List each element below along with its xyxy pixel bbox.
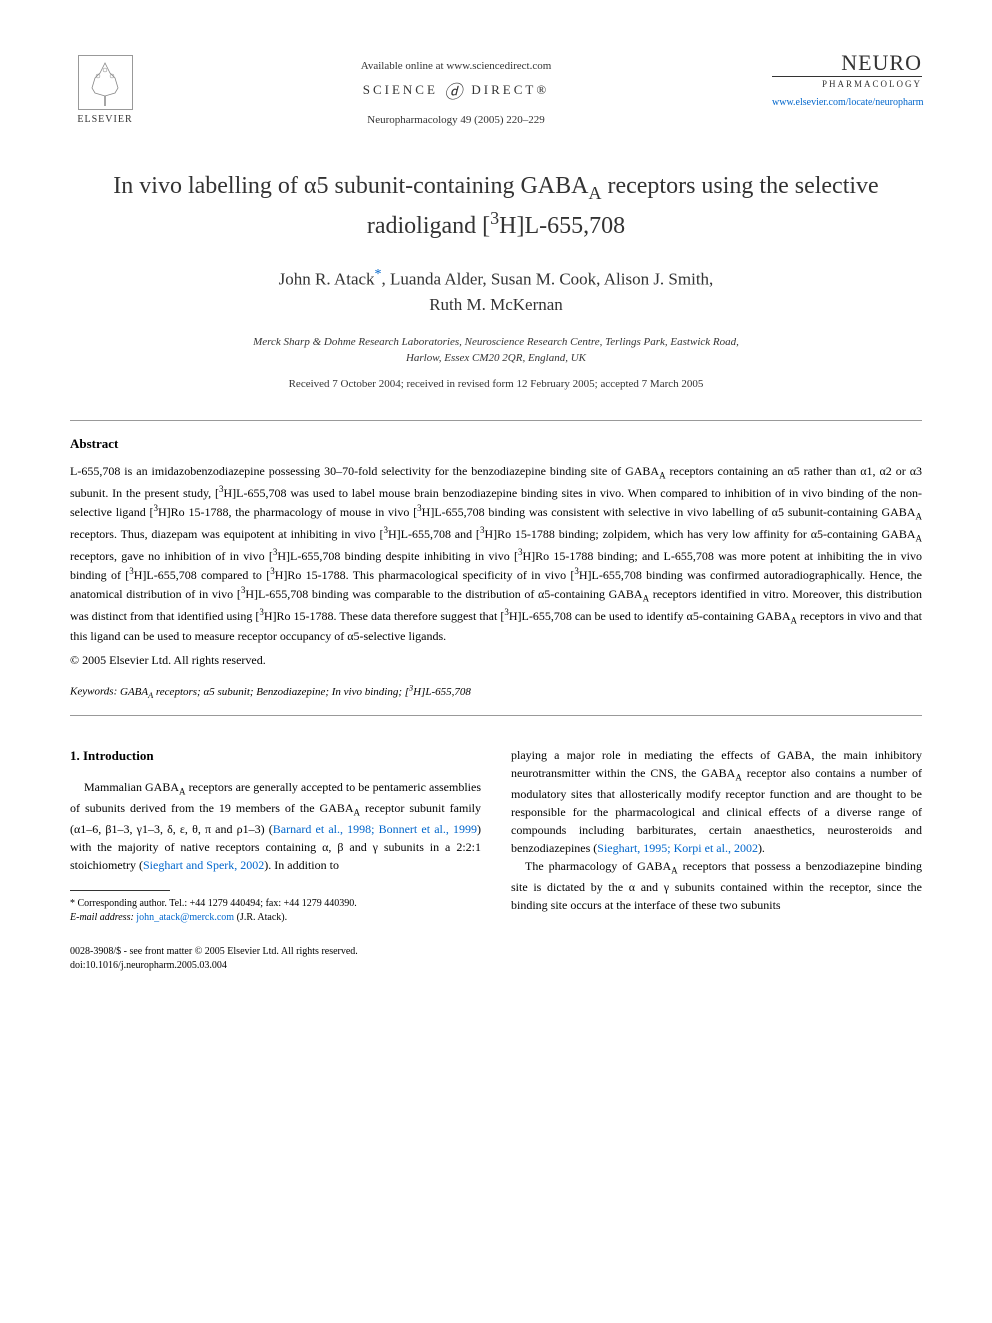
footer-line2: doi:10.1016/j.neuropharm.2005.03.004 [70,959,481,973]
email-link[interactable]: john_atack@merck.com [136,912,234,923]
authors-block: John R. Atack*, Luanda Alder, Susan M. C… [70,264,922,318]
available-online-text: Available online at www.sciencedirect.co… [140,60,772,72]
elsevier-logo: ELSEVIER [70,50,140,130]
journal-url-link[interactable]: www.elsevier.com/locate/neuropharm [772,97,922,108]
affiliation-line1: Merck Sharp & Dohme Research Laboratorie… [253,336,739,348]
journal-reference: Neuropharmacology 49 (2005) 220–229 [140,114,772,126]
article-dates: Received 7 October 2004; received in rev… [70,378,922,390]
keywords-values: GABAA receptors; α5 subunit; Benzodiazep… [120,686,471,698]
email-suffix: (J.R. Atack). [237,912,288,923]
authors-rest-line1: , Luanda Alder, Susan M. Cook, Alison J.… [382,269,714,288]
intro-paragraph-left: Mammalian GABAA receptors are generally … [70,778,481,874]
keywords-label: Keywords: [70,686,117,698]
footer-line1: 0028-3908/$ - see front matter © 2005 El… [70,945,481,959]
copyright-line: © 2005 Elsevier Ltd. All rights reserved… [70,653,922,668]
elsevier-label: ELSEVIER [77,114,132,125]
abstract-body: L-655,708 is an imidazobenzodiazepine po… [70,462,922,645]
email-footnote: E-mail address: john_atack@merck.com (J.… [70,911,481,925]
email-label: E-mail address: [70,912,134,923]
affiliation: Merck Sharp & Dohme Research Laboratorie… [70,335,922,366]
corresponding-author-footnote: * Corresponding author. Tel.: +44 1279 4… [70,897,481,911]
sciencedirect-right: DIRECT® [471,82,549,97]
affiliation-line2: Harlow, Essex CM20 2QR, England, UK [406,352,586,364]
intro-paragraph-right-2: The pharmacology of GABAA receptors that… [511,857,922,914]
article-title: In vivo labelling of α5 subunit-containi… [70,170,922,244]
introduction-heading: 1. Introduction [70,746,481,766]
keywords-line: Keywords: GABAA receptors; α5 subunit; B… [70,683,922,700]
journal-logo: NEURO PHARMACOLOGY www.elsevier.com/loca… [772,50,922,108]
intro-paragraph-right-1: playing a major role in mediating the ef… [511,746,922,857]
footer-info: 0028-3908/$ - see front matter © 2005 El… [70,945,481,973]
abstract-top-divider [70,420,922,421]
author-primary: John R. Atack [279,269,375,288]
right-column: playing a major role in mediating the ef… [511,746,922,972]
page-header: ELSEVIER Available online at www.science… [70,50,922,130]
abstract-bottom-divider [70,715,922,716]
left-column: 1. Introduction Mammalian GABAA receptor… [70,746,481,972]
sciencedirect-d-icon: ⓓ [444,78,465,104]
neuro-title: NEURO [772,50,922,76]
center-header: Available online at www.sciencedirect.co… [140,50,772,126]
elsevier-tree-icon [78,55,133,110]
abstract-heading: Abstract [70,436,922,452]
footnote-divider [70,890,170,891]
sciencedirect-left: SCIENCE [363,82,438,97]
corresponding-author-marker: * [375,267,382,282]
neuro-subtitle: PHARMACOLOGY [772,76,922,89]
authors-line2: Ruth M. McKernan [429,295,563,314]
sciencedirect-logo: SCIENCE ⓓ DIRECT® [140,78,772,104]
body-columns: 1. Introduction Mammalian GABAA receptor… [70,746,922,972]
